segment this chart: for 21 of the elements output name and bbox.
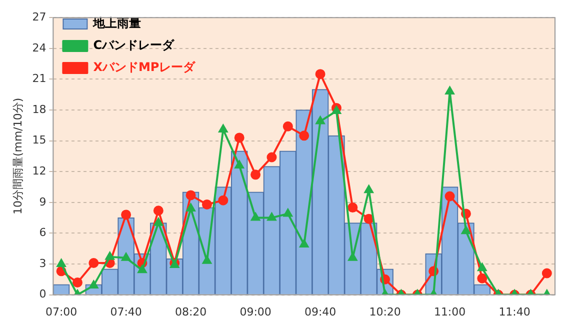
y-tick-label: 0 (39, 288, 46, 301)
y-tick-label: 6 (39, 226, 46, 240)
y-tick-label: 3 (39, 256, 46, 270)
x-tick-label: 07:40 (110, 305, 142, 318)
y-tick-label: 24 (32, 41, 46, 54)
y-tick-label: 18 (32, 102, 46, 116)
x-tick-label: 09:00 (240, 305, 272, 318)
x-tick-label: 07:00 (45, 305, 78, 318)
y-tick-label: 9 (39, 195, 46, 208)
x-tick-label: 11:40 (498, 305, 530, 318)
y-tick-label: 27 (32, 10, 46, 24)
y-tick-label: 15 (32, 134, 46, 147)
y-axis-title: 10分間雨量(mm/10分) (11, 98, 24, 215)
y-tick-label: 21 (32, 72, 46, 86)
y-tick-label: 12 (32, 164, 46, 178)
x-tick-label: 11:00 (434, 305, 466, 318)
legend-label: XバンドMPレーダ (93, 60, 196, 74)
x-tick-label: 09:40 (304, 305, 336, 318)
x-tick-label: 08:20 (174, 305, 207, 318)
legend-label: Cバンドレーダ (93, 38, 176, 52)
x-tick-label: 10:20 (369, 305, 401, 318)
